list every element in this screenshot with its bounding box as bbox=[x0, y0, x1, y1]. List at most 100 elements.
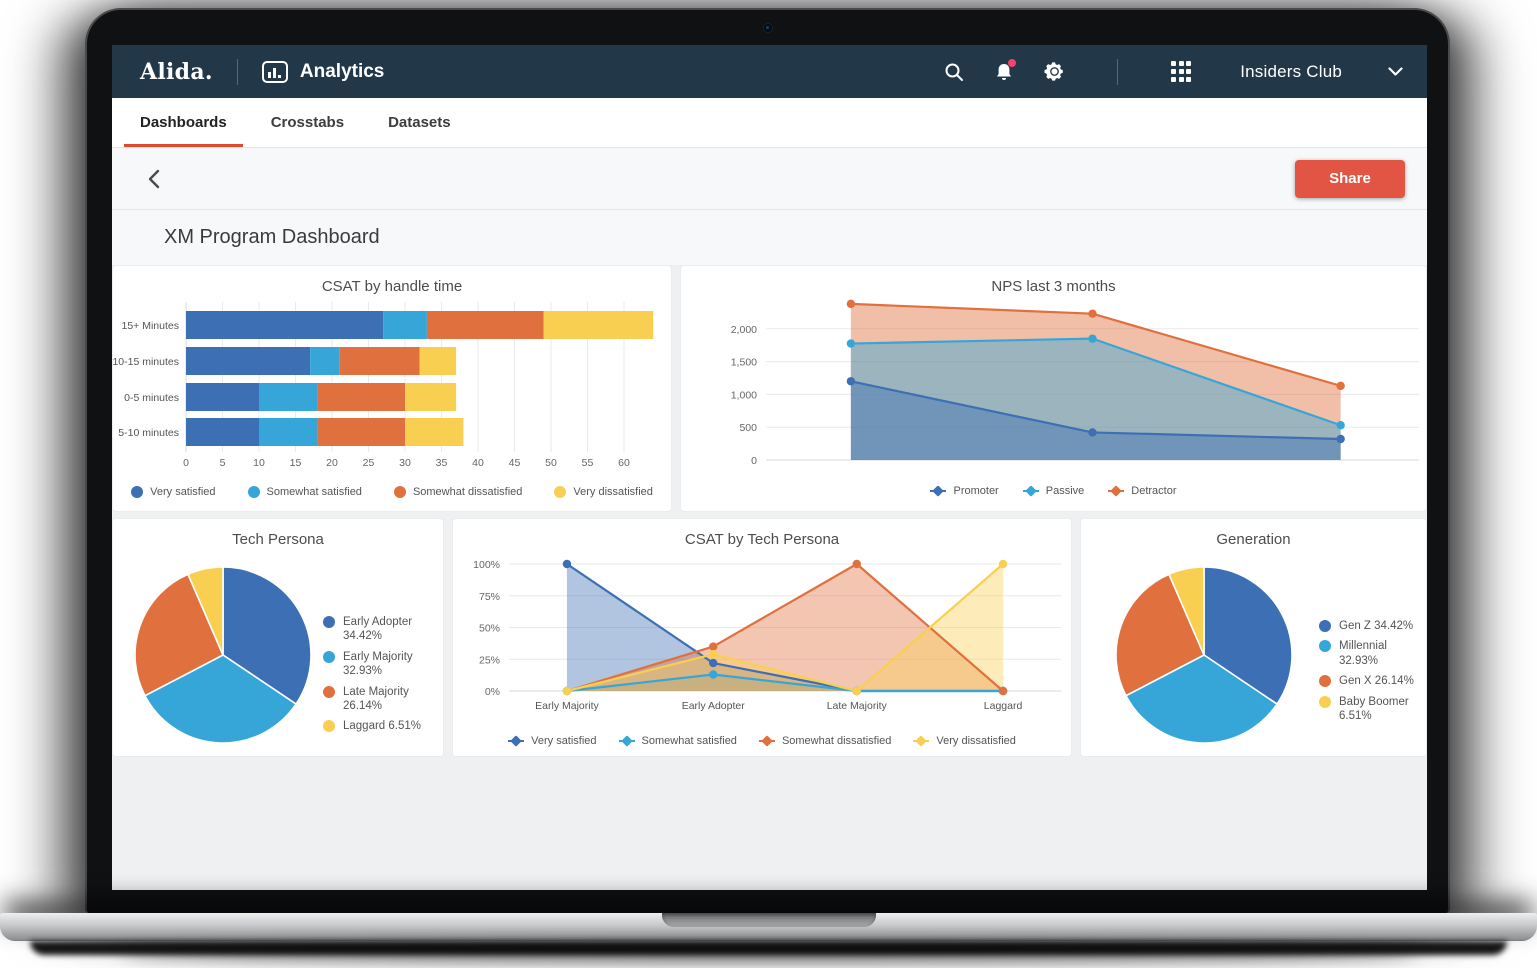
laptop-frame: Alida. Analytics bbox=[85, 8, 1450, 913]
analytics-barchart-icon bbox=[261, 60, 288, 83]
legend-label: Gen Z 34.42% bbox=[1339, 620, 1414, 632]
svg-text:Laggard: Laggard bbox=[984, 700, 1023, 712]
legend-marker-icon bbox=[508, 735, 525, 747]
legend-item: Somewhat satisfied bbox=[618, 735, 737, 747]
navbar-icons bbox=[943, 58, 1192, 85]
navbar-divider bbox=[1117, 58, 1119, 85]
settings-gear-icon[interactable] bbox=[1043, 61, 1065, 83]
navbar-divider bbox=[236, 58, 238, 85]
chevron-left-icon bbox=[148, 169, 160, 188]
legend-marker-icon bbox=[1108, 485, 1125, 497]
legend-label: Somewhat satisfied bbox=[641, 735, 737, 747]
card-tech-persona: Tech Persona Early Adopter 34.42% Early M… bbox=[112, 518, 444, 757]
legend-marker-icon bbox=[323, 685, 335, 698]
account-menu[interactable]: Insiders Club bbox=[1240, 62, 1403, 82]
legend-marker-icon bbox=[323, 720, 335, 733]
legend-label: Early Adopter 34.42% bbox=[343, 616, 413, 643]
legend-item: Detractor bbox=[1108, 485, 1177, 497]
svg-text:35: 35 bbox=[436, 457, 448, 469]
alida-logo: Alida. bbox=[140, 58, 213, 85]
svg-text:25: 25 bbox=[363, 457, 375, 469]
card-nps-last-3-months: NPS last 3 months 0 500 1,000 1,500 2,000 Pr… bbox=[680, 265, 1427, 512]
svg-text:10-15 minutes: 10-15 minutes bbox=[113, 356, 179, 368]
card-csat-by-handle-time: CSAT by handle time 0 5 10 15 20 25 30 35 40 45 50… bbox=[112, 265, 672, 512]
svg-text:2,000: 2,000 bbox=[731, 324, 757, 336]
legend-marker-icon bbox=[393, 486, 406, 498]
tab-bar: Dashboards Crosstabs Datasets bbox=[112, 98, 1427, 148]
svg-text:50%: 50% bbox=[479, 623, 500, 635]
tab-dashboards[interactable]: Dashboards bbox=[124, 98, 243, 147]
chart-legend: Promoter Passive Detractor bbox=[681, 485, 1426, 497]
svg-text:100%: 100% bbox=[473, 559, 500, 571]
account-name: Insiders Club bbox=[1240, 61, 1342, 81]
svg-text:Early Majority: Early Majority bbox=[535, 700, 599, 712]
svg-text:5-10 minutes: 5-10 minutes bbox=[118, 427, 179, 439]
chart-legend: Gen Z 34.42% Millennial 32.93% Gen X 26.14… bbox=[1319, 619, 1425, 723]
legend-item: Somewhat dissatisfied bbox=[393, 486, 522, 498]
svg-text:55: 55 bbox=[582, 457, 594, 469]
legend-item: Very satisfied bbox=[131, 486, 216, 498]
laptop-shadow bbox=[120, 946, 1420, 962]
legend-marker-icon bbox=[1319, 695, 1331, 708]
legend-item: Somewhat dissatisfied bbox=[758, 735, 892, 747]
legend-marker-icon bbox=[1319, 620, 1331, 632]
chart-title: NPS last 3 months bbox=[991, 278, 1116, 295]
legend-item: Very satisfied bbox=[508, 735, 597, 747]
tab-datasets[interactable]: Datasets bbox=[388, 114, 451, 131]
apps-grid-icon[interactable] bbox=[1170, 60, 1192, 83]
svg-text:Late Majority: Late Majority bbox=[827, 700, 888, 712]
svg-text:15: 15 bbox=[290, 457, 302, 469]
legend-marker-icon bbox=[618, 735, 635, 747]
title-bar: XM Program Dashboard bbox=[112, 210, 1427, 265]
chart-legend: Early Adopter 34.42% Early Majority 32.93… bbox=[323, 615, 435, 734]
svg-text:45: 45 bbox=[509, 457, 521, 469]
legend-item: Gen X 26.14% bbox=[1319, 674, 1425, 688]
chart-legend: Very satisfied Somewhat satisfied Somewhat… bbox=[453, 735, 1071, 747]
legend-label: Early Majority 32.93% bbox=[343, 650, 413, 678]
legend-label: Very dissatisfied bbox=[573, 486, 653, 498]
legend-label: Somewhat satisfied bbox=[266, 486, 362, 498]
area-line-chart: 0% 25% 50% 75% 100% Early Majority Early Adopt… bbox=[473, 559, 1061, 712]
chart-title: Generation bbox=[1216, 531, 1291, 548]
legend-item: Early Majority 32.93% bbox=[323, 650, 435, 679]
legend-item: Early Adopter 34.42% bbox=[323, 615, 435, 644]
legend-item: Millennial 32.93% bbox=[1319, 639, 1425, 668]
svg-text:10: 10 bbox=[253, 457, 265, 469]
legend-item: Laggard 6.51% bbox=[323, 719, 435, 733]
tab-crosstabs[interactable]: Crosstabs bbox=[270, 114, 345, 131]
area-line-chart: 0 500 1,000 1,500 2,000 bbox=[731, 299, 1419, 467]
laptop-lid-notch bbox=[661, 913, 876, 927]
search-icon[interactable] bbox=[943, 61, 965, 83]
chevron-down-icon bbox=[1388, 67, 1403, 76]
legend-label: Somewhat dissatisfied bbox=[781, 735, 892, 747]
svg-text:50: 50 bbox=[545, 457, 557, 469]
charts-area: CSAT by handle time 0 5 10 15 20 25 30 35 40 45 50… bbox=[112, 265, 1427, 890]
product-lockup: Analytics bbox=[261, 60, 384, 83]
legend-marker-icon bbox=[131, 486, 144, 498]
legend-marker-icon bbox=[247, 486, 260, 498]
legend-marker-icon bbox=[323, 616, 335, 628]
legend-item: Very dissatisfied bbox=[913, 735, 1016, 747]
legend-label: Passive bbox=[1045, 485, 1085, 497]
share-button[interactable]: Share bbox=[1295, 159, 1405, 198]
legend-marker-icon bbox=[1022, 485, 1039, 497]
legend-label: Millennial 32.93% bbox=[1339, 640, 1387, 667]
legend-label: Baby Boomer 6.51% bbox=[1339, 695, 1409, 722]
svg-text:75%: 75% bbox=[479, 591, 500, 603]
back-button[interactable] bbox=[148, 166, 174, 192]
legend-marker-icon bbox=[554, 486, 567, 498]
legend-marker-icon bbox=[913, 735, 930, 747]
webcam-icon bbox=[763, 24, 772, 32]
page-title: XM Program Dashboard bbox=[164, 226, 380, 248]
legend-item: Promoter bbox=[930, 485, 999, 497]
legend-marker-icon bbox=[930, 485, 947, 497]
notifications-bell-icon[interactable] bbox=[993, 58, 1017, 83]
notification-badge bbox=[1008, 58, 1017, 67]
legend-item: Gen Z 34.42% bbox=[1319, 619, 1425, 633]
chart-legend: Very satisfied Somewhat satisfied Somewhat… bbox=[113, 486, 671, 498]
svg-text:0: 0 bbox=[183, 457, 189, 469]
top-navbar: Alida. Analytics bbox=[112, 45, 1427, 98]
legend-label: Laggard 6.51% bbox=[343, 720, 422, 733]
chart-title: Tech Persona bbox=[232, 531, 324, 548]
